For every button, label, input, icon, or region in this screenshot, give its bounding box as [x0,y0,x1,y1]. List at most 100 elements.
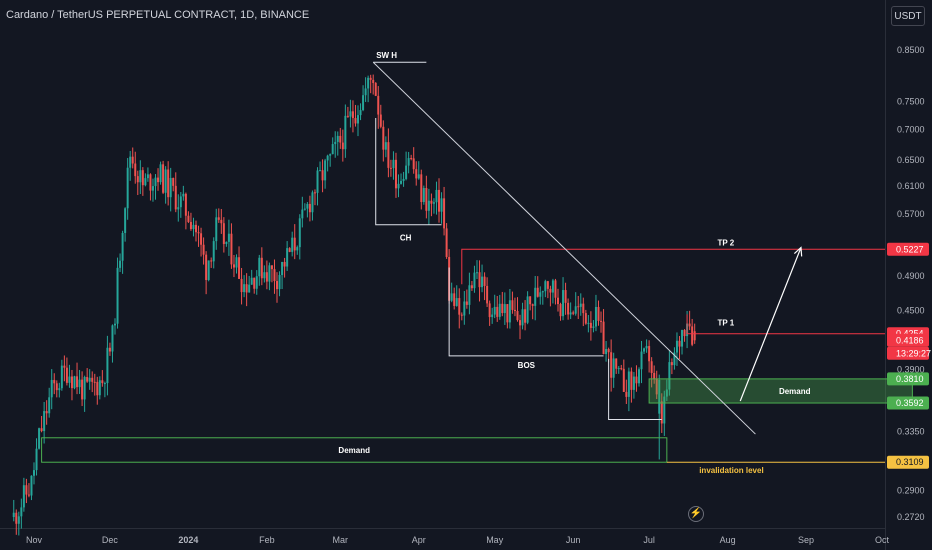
candle-body [96,382,99,396]
demand-upper-label: Demand [779,387,811,396]
candle-body [377,95,380,115]
candle-body [387,142,390,168]
candle-body [374,82,377,96]
candle-body [334,141,337,145]
candle-body [435,189,438,203]
candle-body [438,189,441,212]
candle-body [354,118,357,124]
candle-body [556,297,559,305]
candle-body [286,248,289,267]
candle-body [88,377,91,382]
candle-body [357,115,360,124]
candle-body [53,379,56,384]
candle-body [382,126,385,150]
candle-body [564,290,567,303]
candle-body [506,304,509,323]
candle-body [149,174,152,191]
candle-body [232,264,235,268]
price-tick-label: 0.3350 [897,427,925,437]
price-tag [887,333,929,347]
candle-body [496,306,499,317]
candle-body [481,276,484,288]
candle-body [627,371,630,397]
projection-arrow [739,247,802,402]
candle-body [144,178,147,186]
candle-body [622,368,625,392]
candle-body [551,280,554,293]
candle-body [169,177,172,198]
candle-body [372,79,375,83]
demand-lower-label: Demand [338,446,370,455]
candle-body [336,135,339,142]
candle-body [93,381,96,383]
candle-body [240,278,243,293]
candle-body [597,306,600,321]
candle-body [594,306,597,327]
candle-body [108,347,111,352]
candle-body [582,303,585,314]
candle-body [511,300,514,310]
candle-body [562,290,565,317]
candle-body [78,379,81,388]
candle-body [430,200,433,204]
candle-body [195,224,198,233]
time-tick-label: May [486,535,504,545]
candle-body [432,202,435,204]
candle-body [541,291,544,293]
candle-body [238,257,241,279]
candle-body [189,221,192,230]
bos-line [448,267,604,357]
candle-body [670,362,673,366]
candle-body [425,188,428,211]
candle-body [488,303,491,318]
candle-body [478,272,481,288]
candle-body [20,507,23,517]
candle-body [554,280,557,298]
time-tick-label: Jun [566,535,581,545]
candle-body [65,367,68,383]
candle-body [253,277,256,289]
candle-body [50,379,53,398]
candle-body [192,224,195,230]
candle-body [298,218,301,248]
candle-body [422,188,425,203]
candle-body [58,388,61,391]
time-tick-label: Nov [26,535,43,545]
candle-body [443,198,446,229]
candle-body [367,77,370,89]
candle-body [475,272,478,274]
candle-body [607,349,610,353]
candle-body [146,174,149,179]
candle-body [529,296,532,305]
bos-label: BOS [518,361,536,370]
price-tag [887,242,929,256]
candle-body [212,241,215,262]
time-tick-label: Jul [643,535,655,545]
candle-body [197,232,200,234]
candle-body [111,325,114,352]
candle-body [215,217,218,242]
candle-body [445,228,448,257]
candle-body [154,177,157,187]
tp2-label: TP 2 [717,238,734,247]
candle-body [402,178,405,181]
candle-body [159,164,162,183]
price-tick-label: 0.6500 [897,155,925,165]
tp2-line [461,248,885,285]
candle-body [321,170,324,181]
candle-body [536,287,539,297]
candle-body [453,293,456,306]
candle-body [681,330,684,347]
currency-button[interactable]: USDT [891,6,925,26]
candle-body [455,298,458,306]
candle-body [577,306,580,308]
candle-body [210,260,213,262]
candle-body [103,383,106,385]
candle-body [605,349,608,355]
candle-body [660,401,663,424]
arrow-head-icon [793,246,803,257]
lightning-icon[interactable]: ⚡ [688,506,704,522]
candle-body [615,358,618,369]
candle-body [119,260,122,268]
